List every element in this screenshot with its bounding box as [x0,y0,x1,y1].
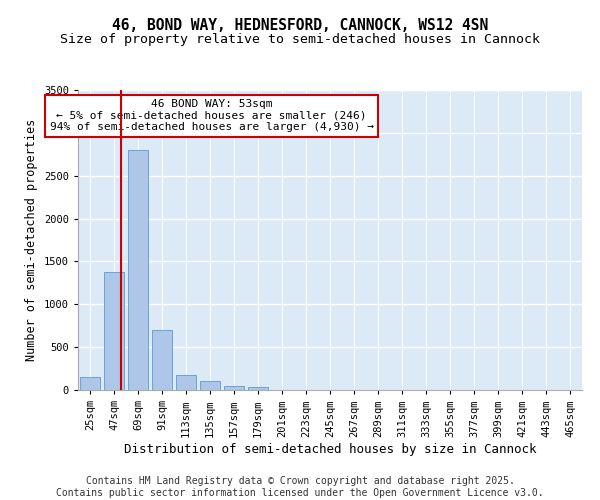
Text: Contains HM Land Registry data © Crown copyright and database right 2025.
Contai: Contains HM Land Registry data © Crown c… [56,476,544,498]
Bar [152,330,172,390]
X-axis label: Distribution of semi-detached houses by size in Cannock: Distribution of semi-detached houses by … [124,444,536,456]
Y-axis label: Number of semi-detached properties: Number of semi-detached properties [25,119,38,361]
Bar [80,377,100,390]
Bar [224,386,244,390]
Text: Size of property relative to semi-detached houses in Cannock: Size of property relative to semi-detach… [60,32,540,46]
Text: 46 BOND WAY: 53sqm
← 5% of semi-detached houses are smaller (246)
94% of semi-de: 46 BOND WAY: 53sqm ← 5% of semi-detached… [50,99,374,132]
Text: 46, BOND WAY, HEDNESFORD, CANNOCK, WS12 4SN: 46, BOND WAY, HEDNESFORD, CANNOCK, WS12 … [112,18,488,32]
Bar [248,386,268,390]
Bar [104,272,124,390]
Bar [128,150,148,390]
Bar [176,376,196,390]
Bar [200,382,220,390]
